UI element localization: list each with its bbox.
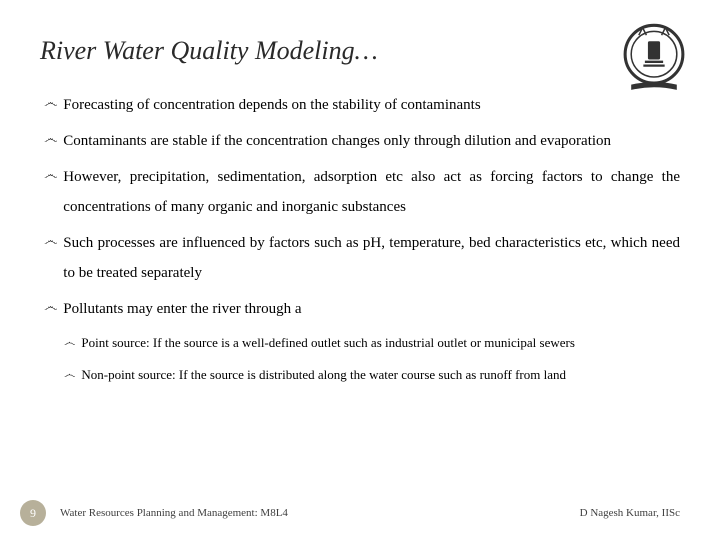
bullet-item: ෴ Such processes are influenced by facto…: [44, 228, 680, 288]
bullet-text: Forecasting of concentration depends on …: [63, 90, 680, 120]
bullet-text: Pollutants may enter the river through a: [63, 294, 680, 324]
bullet-glyph-icon: ෴: [44, 228, 57, 256]
bullet-glyph-icon: ෴: [44, 90, 57, 118]
bullet-glyph-icon: ෴: [44, 126, 57, 154]
institute-logo: [616, 20, 692, 96]
bullet-item: ෴ Contaminants are stable if the concent…: [44, 126, 680, 156]
sub-bullet-item: ෴ Non-point source: If the source is dis…: [64, 362, 680, 388]
bullet-item: ෴ Pollutants may enter the river through…: [44, 294, 680, 324]
bullet-glyph-icon: ෴: [44, 294, 57, 322]
footer-left-text: Water Resources Planning and Management:…: [60, 507, 580, 519]
bullet-item: ෴ However, precipitation, sedimentation,…: [44, 162, 680, 222]
slide-title: River Water Quality Modeling…: [40, 36, 680, 66]
bullet-item: ෴ Forecasting of concentration depends o…: [44, 90, 680, 120]
footer-right-text: D Nagesh Kumar, IISc: [580, 507, 680, 519]
bullet-text: Contaminants are stable if the concentra…: [63, 126, 680, 156]
sub-bullet-text: Point source: If the source is a well-de…: [81, 330, 680, 356]
sub-bullet-text: Non-point source: If the source is distr…: [81, 362, 680, 388]
bullet-text: Such processes are influenced by factors…: [63, 228, 680, 288]
slide: River Water Quality Modeling… ෴ Forecast…: [0, 0, 720, 540]
bullet-glyph-icon: ෴: [64, 362, 75, 386]
sub-bullet-item: ෴ Point source: If the source is a well-…: [64, 330, 680, 356]
bullet-text: However, precipitation, sedimentation, a…: [63, 162, 680, 222]
footer: 9 Water Resources Planning and Managemen…: [0, 500, 720, 526]
content-area: ෴ Forecasting of concentration depends o…: [40, 90, 680, 388]
bullet-glyph-icon: ෴: [64, 330, 75, 354]
page-number: 9: [20, 500, 46, 526]
sub-bullets: ෴ Point source: If the source is a well-…: [44, 330, 680, 388]
bullet-glyph-icon: ෴: [44, 162, 57, 190]
